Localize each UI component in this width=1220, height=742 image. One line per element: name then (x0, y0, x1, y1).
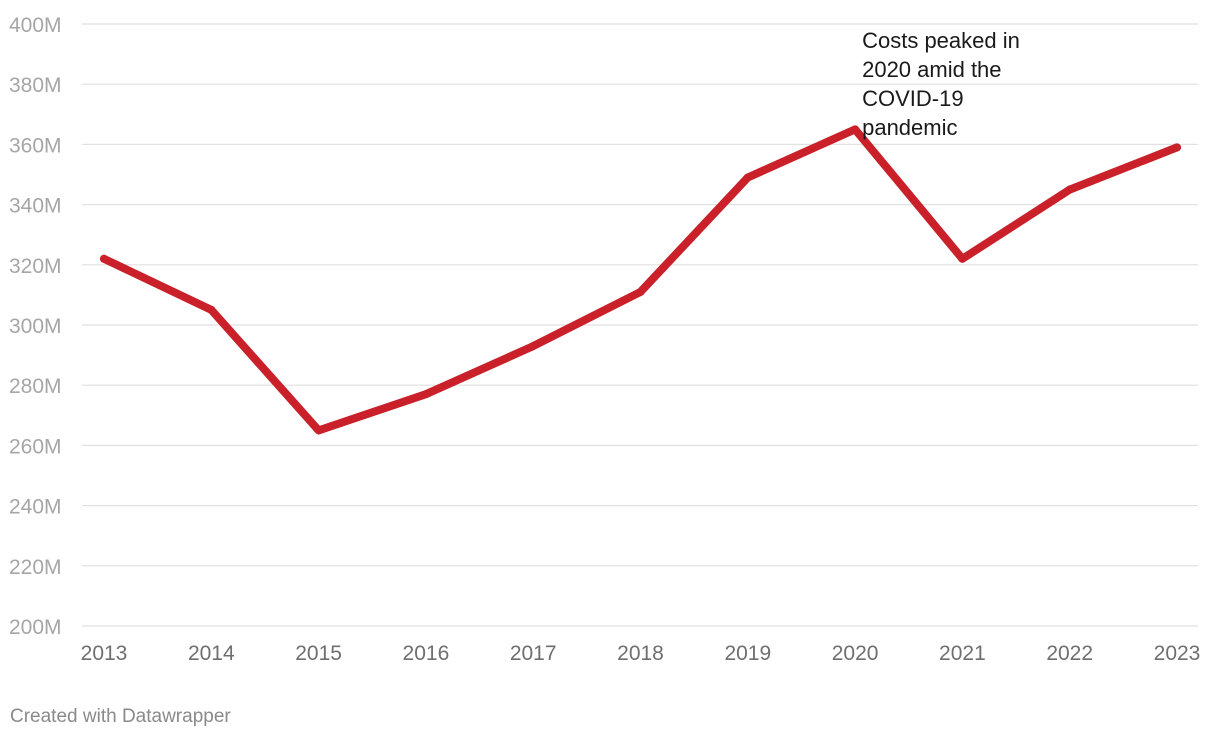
y-tick-label: 400M (9, 14, 62, 37)
data-point-2020 (851, 125, 860, 134)
data-point-2018 (636, 287, 645, 296)
data-point-2013 (100, 254, 108, 263)
annotation-text: Costs peaked in 2020 amid the COVID-19 pand… (862, 28, 1020, 140)
y-axis-ticks: 200M 220M 240M 260M 280M 300M 320M 340M 360M 380M… (9, 14, 62, 639)
y-tick-label: 200M (9, 616, 62, 639)
y-tick-label: 360M (9, 134, 62, 157)
y-tick-label: 320M (9, 255, 62, 278)
y-tick-label: 300M (9, 315, 62, 338)
x-tick-label: 2016 (403, 642, 450, 665)
footer-credit: Created with Datawrapper (10, 706, 231, 727)
annotation-line: pandemic (862, 115, 957, 140)
gridlines (82, 23, 1198, 627)
y-tick-label: 260M (9, 435, 62, 458)
chart-canvas: 200M 220M 240M 260M 280M 300M 320M 340M 360M 380M… (9, 14, 1201, 665)
x-tick-label: 2022 (1046, 642, 1093, 665)
data-point-2014 (207, 305, 216, 314)
data-point-2021 (958, 254, 967, 263)
x-tick-label: 2021 (939, 642, 986, 665)
data-point-2019 (743, 173, 752, 182)
annotation-line: Costs peaked in (862, 28, 1020, 53)
y-tick-label: 340M (9, 195, 62, 218)
data-point-2017 (529, 342, 538, 351)
series-layer (100, 125, 1181, 435)
annotation-line: COVID-19 (862, 86, 963, 111)
x-tick-label: 2018 (617, 642, 664, 665)
x-axis-ticks: 2013 2014 2015 2016 2017 2018 2019 2020 2021 2022… (81, 642, 1201, 665)
x-tick-label: 2017 (510, 642, 557, 665)
data-point-2023 (1173, 143, 1181, 152)
x-tick-label: 2020 (832, 642, 879, 665)
data-point-2015 (314, 426, 323, 435)
y-tick-label: 220M (9, 556, 62, 579)
x-tick-label: 2023 (1154, 642, 1201, 665)
x-tick-label: 2015 (295, 642, 342, 665)
y-tick-label: 380M (9, 74, 62, 97)
annotation-line: 2020 amid the (862, 57, 1001, 82)
y-tick-label: 240M (9, 496, 62, 519)
x-tick-label: 2014 (188, 642, 235, 665)
y-tick-label: 280M (9, 375, 62, 398)
x-tick-label: 2013 (81, 642, 128, 665)
x-tick-label: 2019 (724, 642, 771, 665)
data-point-2016 (421, 390, 430, 399)
data-point-2022 (1065, 185, 1074, 194)
